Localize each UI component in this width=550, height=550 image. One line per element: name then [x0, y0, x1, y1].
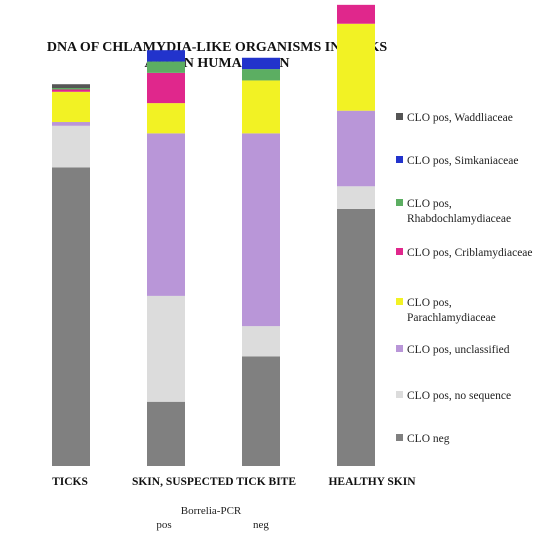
- bar-segment-clo-pos-no-sequence-bar-2: [147, 295, 185, 402]
- legend-swatch: [396, 156, 403, 163]
- bar-segment-clo-pos-simkaniaceae-bar-2: [147, 50, 185, 62]
- legend-swatch: [396, 298, 403, 305]
- bar-segment-clo-pos-rhabdochlamydiaceae-bar-1: [52, 88, 90, 90]
- borrelia-annotation: Borrelia-PCR pos neg: [156, 505, 269, 531]
- category-label-skin-suspected-tick-bite: SKIN, SUSPECTED TICK BITE: [132, 476, 296, 488]
- bar-segment-clo-pos-criblamydiaceae-bar-1: [52, 89, 90, 92]
- bar-segment-clo-pos-simkaniaceae-bar-3: [242, 57, 280, 70]
- legend-item-clo-pos-simkaniaceae: CLO pos, Simkaniaceae: [396, 155, 518, 167]
- bar-segment-clo-pos-rhabdochlamydiaceae-bar-3: [242, 69, 280, 81]
- legend-swatch: [396, 199, 403, 206]
- bar-label-pos: pos: [156, 519, 171, 531]
- bar-segment-clo-pos-no-sequence-bar-3: [242, 326, 280, 357]
- borrelia-pcr-label: Borrelia-PCR: [181, 505, 242, 517]
- bar-segment-clo-neg-bar-3: [242, 356, 280, 466]
- bar-stack-4: [337, 4, 375, 466]
- bar-segment-clo-pos-parachlamydiaceae-bar-4: [337, 23, 375, 111]
- bar-segment-clo-pos-no-sequence-bar-1: [52, 125, 90, 168]
- legend-swatch: [396, 391, 403, 398]
- legend-swatch: [396, 345, 403, 352]
- legend-label: CLO pos, Parachlamydiaceae: [407, 297, 496, 324]
- bar-segment-clo-neg-bar-2: [147, 401, 185, 466]
- legend-item-clo-pos-parachlamydiaceae: CLO pos, Parachlamydiaceae: [396, 297, 496, 324]
- title-line-1: DNA OF CHLAMYDIA-LIKE ORGANISMS IN TICKS: [47, 40, 388, 55]
- legend-swatch: [396, 113, 403, 120]
- bar-segment-clo-pos-unclassified-bar-4: [337, 110, 375, 187]
- legend-label: CLO pos, Rhabdochlamydiaceae: [407, 198, 511, 225]
- category-labels: TICKS SKIN, SUSPECTED TICK BITE HEALTHY …: [52, 476, 416, 488]
- bar-segment-clo-pos-parachlamydiaceae-bar-3: [242, 80, 280, 134]
- legend-label: CLO pos, Waddliaceae: [407, 112, 513, 124]
- bar-stack-2: [147, 50, 185, 466]
- legend-item-clo-pos-rhabdochlamydiaceae: CLO pos, Rhabdochlamydiaceae: [396, 198, 511, 225]
- category-label-ticks: TICKS: [52, 476, 88, 488]
- chart-title: DNA OF CHLAMYDIA-LIKE ORGANISMS IN TICKS…: [47, 40, 388, 71]
- bar-segment-clo-neg-bar-1: [52, 167, 90, 466]
- legend: CLO pos, Waddliaceae CLO pos, Simkaniacea…: [396, 112, 533, 445]
- legend-label: CLO pos, Simkaniaceae: [407, 155, 518, 167]
- bar-segment-clo-pos-criblamydiaceae-bar-2: [147, 72, 185, 104]
- bar-segment-clo-pos-parachlamydiaceae-bar-2: [147, 103, 185, 134]
- legend-label: CLO pos, Criblamydiaceae: [407, 247, 533, 259]
- bar-segment-clo-pos-no-sequence-bar-4: [337, 186, 375, 209]
- legend-item-clo-pos-criblamydiaceae: CLO pos, Criblamydiaceae: [396, 247, 533, 259]
- bar-segment-clo-pos-rhabdochlamydiaceae-bar-2: [147, 61, 185, 73]
- legend-swatch: [396, 248, 403, 255]
- bar-stack-1: [52, 84, 90, 466]
- stacked-bars: [52, 4, 375, 466]
- bar-segment-clo-pos-unclassified-bar-3: [242, 133, 280, 327]
- bar-label-neg: neg: [253, 519, 269, 531]
- category-label-healthy-skin: HEALTHY SKIN: [328, 476, 416, 488]
- bar-segment-clo-pos-unclassified-bar-2: [147, 133, 185, 296]
- bar-stack-3: [242, 57, 280, 466]
- bar-segment-clo-pos-unclassified-bar-1: [52, 122, 90, 126]
- legend-label: CLO pos, no sequence: [407, 390, 511, 402]
- legend-label: CLO pos, unclassified: [407, 344, 510, 356]
- bar-segment-clo-pos-waddliaceae-bar-1: [52, 84, 90, 88]
- bar-segment-clo-pos-criblamydiaceae-bar-4: [337, 4, 375, 24]
- bar-segment-clo-neg-bar-4: [337, 208, 375, 466]
- legend-item-clo-pos-waddliaceae: CLO pos, Waddliaceae: [396, 112, 513, 124]
- legend-swatch: [396, 434, 403, 441]
- legend-label: CLO neg: [407, 433, 450, 445]
- legend-item-clo-pos-unclassified: CLO pos, unclassified: [396, 344, 510, 356]
- legend-item-clo-pos-no-sequence: CLO pos, no sequence: [396, 390, 511, 402]
- bar-segment-clo-pos-parachlamydiaceae-bar-1: [52, 91, 90, 123]
- legend-item-clo-neg: CLO neg: [396, 433, 450, 445]
